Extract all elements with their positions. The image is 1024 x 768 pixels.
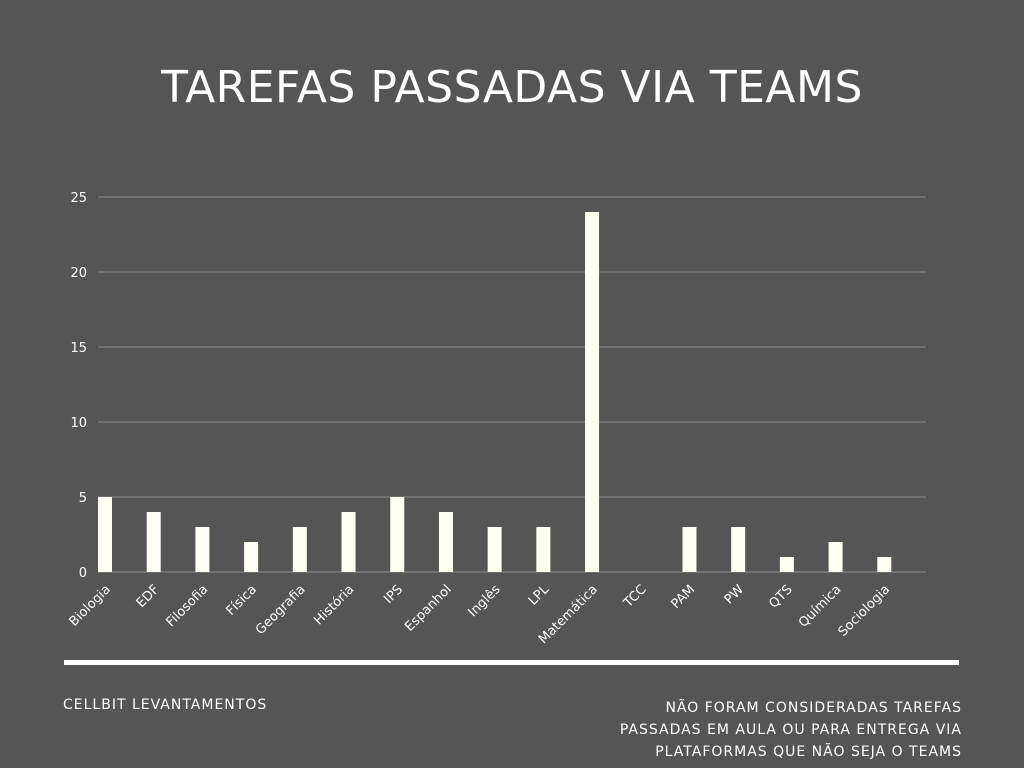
- bar-inglês: [487, 527, 502, 572]
- x-tick-label: História: [311, 582, 357, 628]
- x-tick-label: LPL: [526, 582, 553, 609]
- bar-ips: [390, 497, 405, 572]
- y-tick-label: 20: [70, 266, 87, 281]
- gridlines: [98, 196, 926, 573]
- bar-geografia: [292, 527, 307, 572]
- x-tick-label: Física: [223, 582, 259, 618]
- y-tick-label: 25: [70, 191, 87, 206]
- bar-física: [244, 542, 259, 572]
- bar-biologia: [98, 497, 112, 572]
- x-tick-label: QTS: [766, 582, 795, 611]
- footer-note-line: PASSADAS EM AULA OU PARA ENTREGA VIA: [619, 722, 962, 738]
- x-tick-label: Geografia: [253, 582, 309, 638]
- bar-matemática: [585, 212, 600, 572]
- y-tick-label: 15: [70, 341, 87, 356]
- x-tick-label: Sociologia: [836, 582, 894, 640]
- x-tick-label: Biologia: [67, 582, 114, 629]
- x-tick-label: IPS: [381, 582, 406, 607]
- bar-chart: 0 5 10 15 20 25 Biologia EDF Filosofia FísicaGeo…: [67, 191, 926, 647]
- x-tick-label: Filosofia: [163, 582, 211, 630]
- x-tick-label: Espanhol: [402, 582, 455, 635]
- footer-credit: CELLBIT LEVANTAMENTOS: [63, 697, 268, 713]
- chart-title: TAREFAS PASSADAS VIA TEAMS: [161, 62, 863, 113]
- footer-note: NÃO FORAM CONSIDERADAS TAREFAS PASSADAS …: [582, 697, 962, 763]
- footer-note-line: NÃO FORAM CONSIDERADAS TAREFAS: [665, 700, 962, 716]
- bar-pam: [682, 527, 697, 572]
- y-tick-label: 5: [79, 491, 87, 506]
- bars: [98, 212, 892, 572]
- bar-química: [828, 542, 843, 572]
- bar-sociologia: [877, 557, 892, 572]
- bar-espanhol: [438, 512, 453, 572]
- bar-filosofia: [195, 527, 210, 572]
- x-tick-label: PAM: [669, 582, 699, 612]
- x-tick-label: Inglês: [465, 582, 503, 620]
- bar-pw: [731, 527, 746, 572]
- bar-história: [341, 512, 356, 572]
- footer-note-line: PLATAFORMAS QUE NÃO SEJA O TEAMS: [655, 744, 962, 760]
- y-axis-ticks: 0 5 10 15 20 25: [70, 191, 87, 581]
- bar-lpl: [536, 527, 551, 572]
- y-tick-label: 10: [70, 416, 87, 431]
- x-tick-label: TCC: [620, 582, 649, 611]
- x-tick-label: PW: [722, 582, 747, 607]
- x-tick-label: EDF: [134, 582, 163, 611]
- x-tick-label: Química: [796, 582, 844, 630]
- bar-qts: [779, 557, 794, 572]
- bar-edf: [146, 512, 161, 572]
- divider-line: [64, 660, 959, 665]
- y-tick-label: 0: [79, 566, 87, 581]
